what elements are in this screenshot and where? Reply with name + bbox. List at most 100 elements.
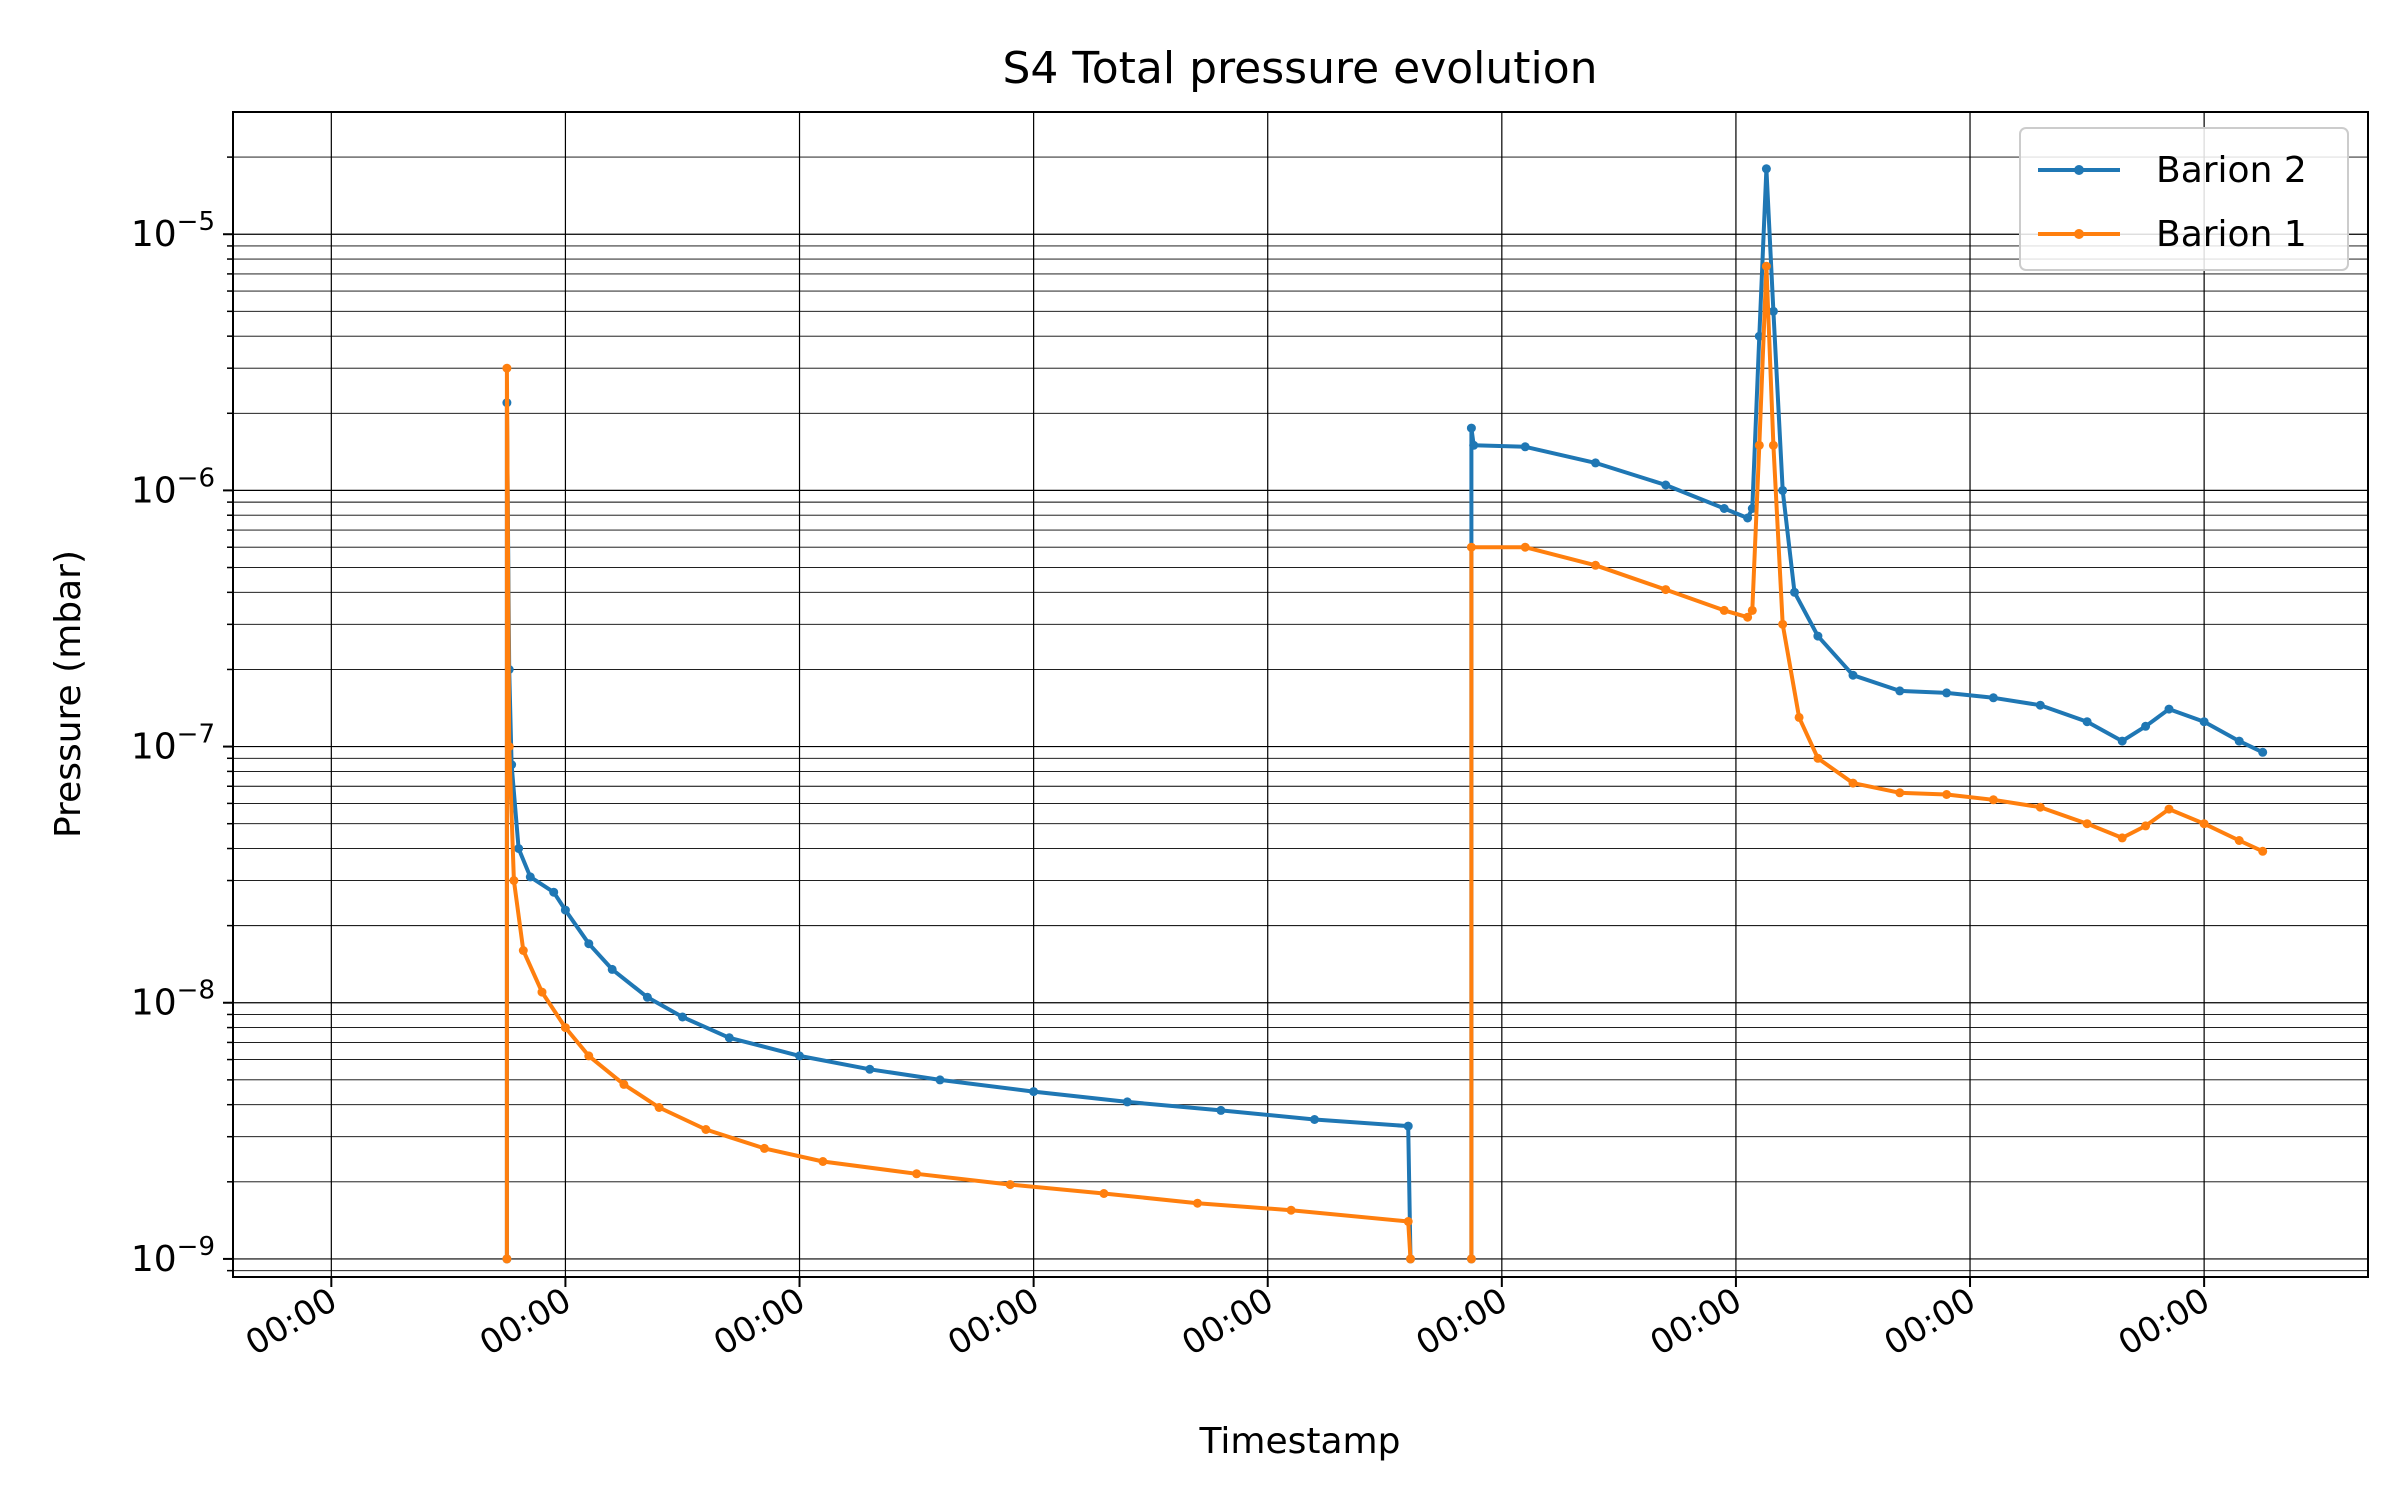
y-tick-label: 10−6 <box>131 463 215 511</box>
series-point <box>1848 778 1858 788</box>
series-line <box>504 366 1413 1260</box>
series-point <box>502 1254 512 1264</box>
series-point <box>865 1064 875 1074</box>
series-barion-2 <box>502 164 2268 1264</box>
series-point <box>1895 788 1905 798</box>
series-point <box>1286 1205 1296 1215</box>
series-point <box>1591 458 1600 468</box>
series-point <box>1743 513 1753 523</box>
y-tick-label-exponent: −7 <box>177 720 215 750</box>
chart-title: S4 Total pressure evolution <box>1002 43 1597 94</box>
y-tick-label-base: 10 <box>131 983 177 1024</box>
series-point <box>1406 1254 1415 1264</box>
series-point <box>1761 164 1771 174</box>
series-line <box>1469 264 2264 1259</box>
series-point <box>1778 619 1788 629</box>
series-point <box>560 905 570 915</box>
series-barion-1 <box>502 261 2268 1264</box>
series-point <box>560 1023 570 1033</box>
series-point <box>2164 704 2174 714</box>
series-point <box>619 1079 629 1089</box>
series-point <box>1719 605 1729 615</box>
series-point <box>2258 846 2268 856</box>
series-point <box>759 1143 769 1153</box>
series-point <box>642 992 652 1002</box>
ticks: 00:00 00:00 00:00 00:00 00:00 00:00 00:00 00:00… <box>131 156 2217 1364</box>
series-point <box>795 1051 804 1061</box>
grid <box>233 112 2368 1277</box>
series-point <box>1768 306 1778 316</box>
series-point <box>607 964 617 974</box>
legend-label: Barion 2 <box>2156 150 2307 191</box>
series-point <box>2199 717 2209 727</box>
series-point <box>912 1169 922 1179</box>
x-tick-label: 00:00 <box>1644 1280 1749 1364</box>
series-point <box>2164 804 2174 814</box>
x-tick-label: 00:00 <box>1175 1280 1280 1364</box>
series-point <box>1661 480 1671 490</box>
series-point <box>2082 717 2092 727</box>
series-point <box>1591 560 1600 570</box>
series-point <box>1778 485 1788 495</box>
legend-label: Barion 1 <box>2156 214 2307 255</box>
x-tick-label: 00:00 <box>239 1280 344 1364</box>
series-point <box>1790 587 1799 597</box>
x-tick-label: 00:00 <box>707 1280 812 1364</box>
series-point <box>1754 440 1764 450</box>
x-tick-label: 00:00 <box>473 1280 578 1364</box>
legend-swatch-marker <box>2074 165 2084 175</box>
series-point <box>549 887 559 897</box>
x-tick-label: 00:00 <box>941 1280 1046 1364</box>
series-point <box>1029 1087 1039 1097</box>
y-tick-label: 10−7 <box>131 720 215 768</box>
series-point <box>1403 1217 1413 1226</box>
series-point <box>2117 736 2127 746</box>
series-point <box>724 1033 734 1043</box>
series-point <box>1099 1189 1109 1198</box>
y-tick-label-exponent: −6 <box>177 463 215 493</box>
y-tick-label: 10−8 <box>131 976 215 1024</box>
series-point <box>1469 440 1479 450</box>
series-point <box>1216 1105 1226 1115</box>
y-axis-label: Pressure (mbar) <box>48 550 89 838</box>
series-point <box>1466 423 1476 433</box>
y-tick-label: 10−9 <box>131 1232 215 1280</box>
series-point <box>1747 605 1757 615</box>
series-point <box>2199 819 2209 829</box>
series-point <box>701 1125 711 1134</box>
series-point <box>2141 721 2151 731</box>
series-point <box>1403 1121 1413 1131</box>
x-axis-label: Timestamp <box>1199 1421 1401 1462</box>
x-tick-label: 00:00 <box>1878 1280 1983 1364</box>
series-point <box>1794 712 1804 722</box>
series-point <box>2035 700 2045 710</box>
series-point <box>1005 1180 1015 1190</box>
series-point <box>1520 542 1530 552</box>
series-line <box>1469 166 2264 1259</box>
series-point <box>1719 504 1729 513</box>
series-point <box>678 1012 687 1022</box>
series-point <box>537 987 547 997</box>
y-tick-label-exponent: −9 <box>177 1232 215 1262</box>
series-point <box>1942 790 1952 799</box>
y-tick-label-exponent: −5 <box>177 207 215 237</box>
series-point <box>1988 795 1998 805</box>
series-point <box>1813 631 1823 641</box>
series-point <box>1813 753 1823 763</box>
y-tick-label-base: 10 <box>131 727 177 768</box>
series-point <box>514 844 524 853</box>
series-point <box>2234 736 2244 746</box>
series-point <box>1988 693 1998 703</box>
series-point <box>2141 821 2151 831</box>
x-tick-label: 00:00 <box>1409 1280 1514 1364</box>
y-tick-label-base: 10 <box>131 470 177 511</box>
series-point <box>2258 747 2268 757</box>
y-tick-label-base: 10 <box>131 214 177 255</box>
x-tick-label: 00:00 <box>2112 1280 2217 1364</box>
series-point <box>2035 802 2045 812</box>
series-group <box>502 164 2268 1264</box>
series-point <box>818 1157 828 1166</box>
series-point <box>1661 585 1671 595</box>
